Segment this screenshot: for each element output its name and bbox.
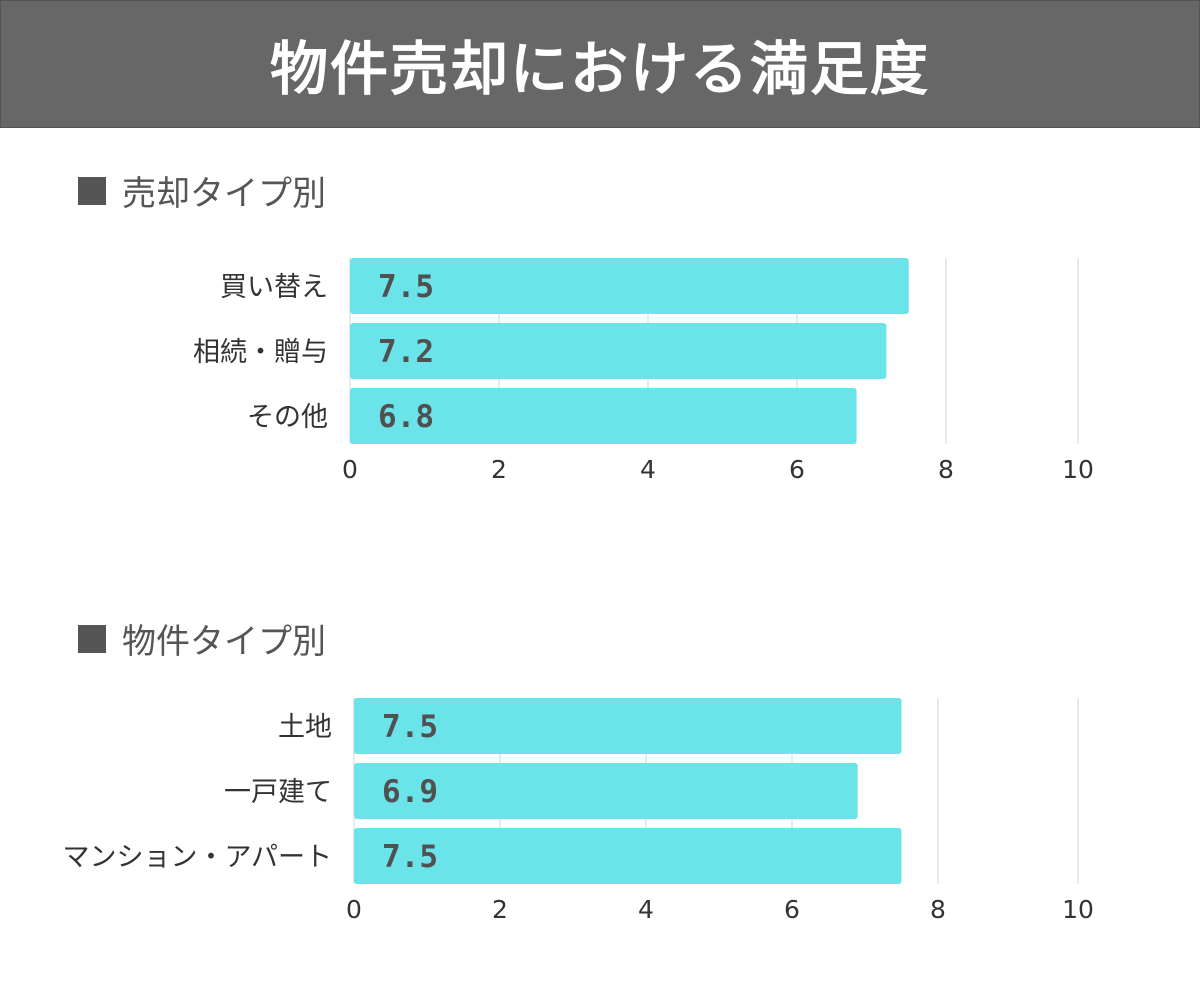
value-label: 6.9 bbox=[382, 774, 438, 810]
category-label: 一戸建て bbox=[224, 777, 332, 808]
tick-label: 2 bbox=[491, 455, 507, 484]
section-title-property-type: 物件タイプ別 bbox=[122, 622, 326, 662]
value-label: 7.5 bbox=[378, 269, 434, 305]
section-heading-property-type: 物件タイプ別 bbox=[78, 614, 326, 663]
tick-label: 0 bbox=[346, 895, 362, 924]
header-banner: 物件売却における満足度 bbox=[0, 0, 1200, 128]
bar-0 bbox=[350, 258, 909, 314]
tick-label: 10 bbox=[1062, 455, 1094, 484]
value-label: 7.5 bbox=[382, 839, 438, 875]
section-title-sale-type: 売却タイプ別 bbox=[122, 174, 326, 214]
category-label: その他 bbox=[247, 402, 328, 433]
category-label: 相続・贈与 bbox=[193, 337, 328, 368]
square-bullet-icon bbox=[78, 176, 106, 205]
tick-label: 8 bbox=[930, 895, 946, 924]
tick-label: 6 bbox=[789, 455, 805, 484]
bar-1 bbox=[354, 763, 858, 819]
bar-0 bbox=[354, 698, 902, 754]
bar-2 bbox=[350, 388, 857, 444]
square-bullet-icon bbox=[78, 624, 106, 653]
category-label: マンション・アパート bbox=[63, 842, 332, 873]
tick-label: 0 bbox=[342, 455, 358, 484]
value-label: 7.2 bbox=[378, 334, 434, 370]
page-title: 物件売却における満足度 bbox=[269, 35, 930, 103]
bar-1 bbox=[350, 323, 887, 379]
tick-label: 8 bbox=[938, 455, 954, 484]
category-label: 買い替え bbox=[220, 272, 328, 303]
tick-label: 4 bbox=[638, 895, 654, 924]
value-label: 6.8 bbox=[378, 399, 434, 435]
tick-label: 6 bbox=[784, 895, 800, 924]
section-heading-sale-type: 売却タイプ別 bbox=[78, 166, 326, 215]
tick-label: 2 bbox=[492, 895, 508, 924]
tick-label: 4 bbox=[640, 455, 656, 484]
category-label: 土地 bbox=[278, 712, 332, 743]
bar-2 bbox=[354, 828, 902, 884]
value-label: 7.5 bbox=[382, 709, 438, 745]
tick-label: 10 bbox=[1062, 895, 1094, 924]
